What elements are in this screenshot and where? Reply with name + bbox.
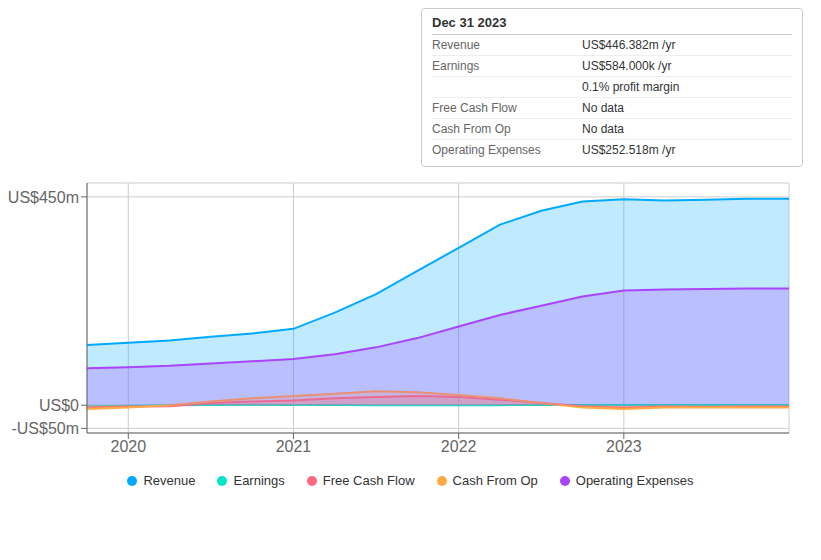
html-text:US$446.382m /yr: US$446.382m /yr [582, 38, 676, 52]
html-text:Revenue: Revenue [432, 38, 480, 52]
html-text:US$584.000k /yr: US$584.000k /yr [582, 59, 672, 73]
svg-text:US$450m: US$450m [8, 189, 79, 206]
html-text:US$252.518m /yr: US$252.518m /yr [582, 143, 676, 157]
html-text:No data: No data [582, 101, 624, 115]
html-text:Revenue: Revenue [143, 473, 196, 488]
svg-text:2023: 2023 [606, 438, 642, 455]
svg-text:2022: 2022 [441, 438, 477, 455]
svg-text:2020: 2020 [110, 438, 146, 455]
html-text:Earnings: Earnings [432, 59, 480, 73]
svg-text:US$0: US$0 [39, 397, 79, 414]
html-text:Free Cash Flow: Free Cash Flow [322, 473, 415, 488]
svg-text:2021: 2021 [276, 438, 312, 455]
html-text:Earnings: Earnings [233, 473, 285, 488]
html-text:Dec 31 2023: Dec 31 2023 [432, 15, 507, 30]
html-text:Operating Expenses: Operating Expenses [432, 143, 541, 157]
html-text:No data: No data [582, 122, 624, 136]
html-text:Free Cash Flow: Free Cash Flow [432, 101, 517, 115]
html-text:0.1% profit margin: 0.1% profit margin [582, 80, 680, 94]
html-text:Operating Expenses: Operating Expenses [575, 473, 694, 488]
html-text:Cash From Op: Cash From Op [452, 473, 538, 488]
html-text:Cash From Op: Cash From Op [432, 122, 511, 136]
svg-text:-US$50m: -US$50m [11, 420, 79, 437]
